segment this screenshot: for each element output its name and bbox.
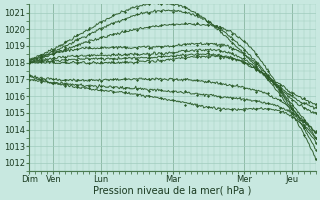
X-axis label: Pression niveau de la mer( hPa ): Pression niveau de la mer( hPa ) <box>93 186 252 196</box>
